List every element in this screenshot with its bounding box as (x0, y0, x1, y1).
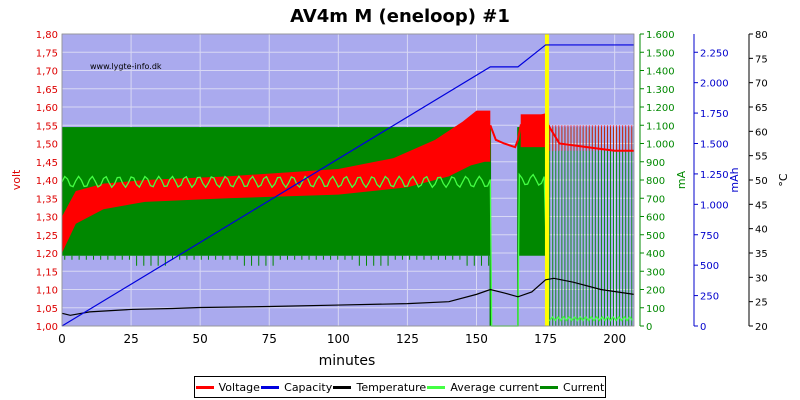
marker-bar (544, 34, 549, 326)
ma-tick-label: 1.400 (646, 67, 675, 78)
temp-tick-label: 40 (755, 225, 768, 236)
volt-tick-label: 1,60 (36, 103, 58, 114)
legend-label: Temperature (356, 380, 427, 394)
temp-tick-label: 80 (755, 30, 768, 41)
volt-tick-label: 1,10 (36, 286, 58, 297)
ma-tick-label: 200 (646, 286, 665, 297)
ma-tick-label: 400 (646, 249, 665, 260)
legend-label: Average current (450, 380, 539, 394)
legend-swatch (333, 385, 352, 389)
legend-item-voltage: Voltage (195, 380, 260, 394)
volt-tick-label: 1,70 (36, 67, 58, 78)
temp-tick-label: 35 (755, 249, 768, 260)
mah-tick-label: 0 (700, 322, 706, 333)
volt-tick-label: 1,80 (36, 30, 58, 41)
mah-tick-label: 2.250 (700, 48, 729, 59)
ma-tick-label: 500 (646, 231, 665, 242)
volt-tick-label: 1,15 (36, 267, 58, 278)
legend-swatch (540, 385, 559, 389)
x-tick-label: 25 (123, 332, 138, 346)
watermark: www.lygte-info.dk (90, 62, 162, 71)
volt-tick-label: 1,75 (36, 48, 58, 59)
legend-item-capacity: Capacity (261, 381, 332, 394)
temp-tick-label: 50 (755, 176, 768, 187)
temp-tick-label: 30 (755, 273, 768, 284)
x-tick-label: 50 (193, 332, 208, 346)
temp-tick-label: 25 (755, 298, 768, 309)
ma-tick-label: 1.600 (646, 30, 675, 41)
temp-tick-label: 70 (755, 79, 768, 90)
legend-label: Capacity (284, 380, 333, 394)
legend-swatch (261, 385, 280, 389)
capacity-line (61, 44, 634, 327)
volt-tick-label: 1,45 (36, 158, 58, 169)
ma-axis-label: mA (675, 170, 688, 189)
volt-tick-label: 1,05 (36, 304, 58, 315)
chart-title: AV4m M (eneloop) #1 (290, 6, 510, 27)
temp-tick-label: 60 (755, 127, 768, 138)
voltage-band (520, 114, 546, 148)
volt-axis-label: volt (10, 169, 23, 190)
volt-tick-label: 1,40 (36, 176, 58, 187)
ma-tick-label: 300 (646, 267, 665, 278)
x-tick-label: 75 (262, 332, 277, 346)
ma-tick-label: 100 (646, 304, 665, 315)
temp-tick-label: 65 (755, 103, 768, 114)
volt-tick-label: 1,20 (36, 249, 58, 260)
mah-tick-label: 250 (700, 292, 719, 303)
mah-tick-label: 750 (700, 231, 719, 242)
x-tick-label: 150 (465, 332, 488, 346)
legend-label: Voltage (218, 380, 260, 394)
temp-tick-label: 20 (755, 322, 768, 333)
mah-tick-label: 1.250 (700, 170, 729, 181)
x-tick-label: 0 (58, 332, 66, 346)
mah-tick-label: 500 (700, 261, 719, 272)
volt-tick-label: 1,30 (36, 213, 58, 224)
ma-tick-label: 900 (646, 158, 665, 169)
legend-swatch (195, 385, 214, 389)
volt-tick-label: 1,50 (36, 140, 58, 151)
ma-tick-label: 1.100 (646, 121, 675, 132)
legend-item-temperature: Temperature (333, 381, 426, 394)
x-axis-label: minutes (319, 353, 376, 369)
ma-tick-label: 1.200 (646, 103, 675, 114)
average-current-line (61, 172, 634, 327)
temperature-line (61, 277, 635, 316)
legend: Voltage Capacity Temperature Average cur… (194, 376, 606, 398)
ma-tick-label: 800 (646, 176, 665, 187)
legend-item-current: Current (540, 381, 604, 394)
x-tick-label: 200 (603, 332, 626, 346)
ma-tick-label: 700 (646, 194, 665, 205)
plot-frame (61, 33, 635, 327)
legend-swatch (427, 385, 446, 389)
mah-tick-label: 1.000 (700, 200, 729, 211)
volt-tick-label: 1,35 (36, 194, 58, 205)
volt-tick-label: 1,25 (36, 231, 58, 242)
temp-tick-label: 45 (755, 200, 768, 211)
x-tick-label: 125 (396, 332, 419, 346)
ma-tick-label: 0 (646, 322, 652, 333)
ma-tick-label: 600 (646, 213, 665, 224)
volt-tick-label: 1,00 (36, 322, 58, 333)
ma-tick-label: 1.500 (646, 48, 675, 59)
ma-tick-label: 1.300 (646, 85, 675, 96)
mah-tick-label: 1.500 (700, 140, 729, 151)
temp-tick-label: 55 (755, 152, 768, 163)
axes-layer: 1,00 1,05 1,10 1,15 1,20 1,25 1,30 1,35 1,40 1,45… (36, 30, 768, 346)
ma-tick-label: 1.000 (646, 140, 675, 151)
current-block (517, 127, 546, 256)
temp-tick-label: 75 (755, 54, 768, 65)
mah-axis-label: mAh (728, 167, 741, 192)
volt-tick-label: 1,65 (36, 85, 58, 96)
mah-tick-label: 2.000 (700, 79, 729, 90)
temp-axis-label: °C (777, 173, 790, 187)
series-layer (61, 34, 635, 327)
volt-tick-label: 1,55 (36, 121, 58, 132)
mah-tick-label: 1.750 (700, 109, 729, 120)
x-tick-label: 100 (327, 332, 350, 346)
legend-item-average-current: Average current (427, 380, 539, 394)
x-tick-label: 175 (534, 332, 557, 346)
legend-label: Current (563, 380, 605, 394)
